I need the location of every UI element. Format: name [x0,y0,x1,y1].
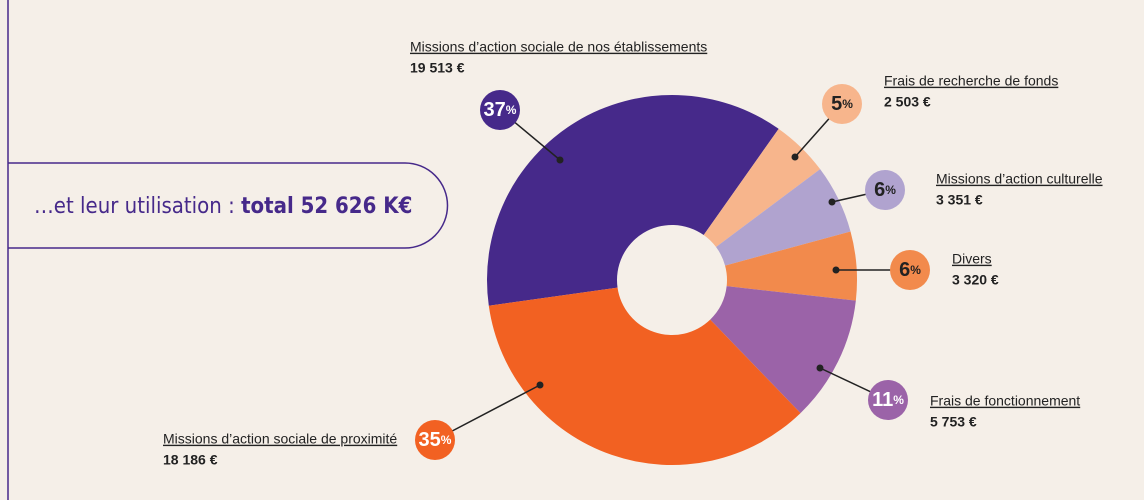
percent-sign: % [842,97,853,111]
donut-slice [725,231,858,301]
percent-value: 11 [872,389,893,411]
amount-label: 2 503 € [884,94,931,110]
title-box [8,162,449,249]
percent-value: 37 [484,99,506,121]
leader-dot [556,156,564,164]
percent-label: 5% [831,93,853,115]
category-label: Divers [952,251,992,267]
category-label: Missions d’action sociale de nos établis… [410,39,707,55]
amount-label: 5 753 € [930,414,977,430]
category-label: Frais de fonctionnement [930,393,1080,409]
title-total: total 52 626 K€ [241,194,412,219]
percent-badge [890,250,930,290]
percent-sign: % [910,263,921,277]
percent-value: 35 [419,429,441,451]
percent-value: 6 [899,259,910,281]
donut-slice [703,128,821,248]
category-label: Missions d’action culturelle [936,171,1103,187]
leader-dot [832,266,840,274]
percent-label: 6% [899,259,921,281]
chart-title: …et leur utilisation : total 52 626 K€ [34,194,412,219]
donut-slice [487,95,779,306]
leader-dot [828,198,836,206]
percent-value: 5 [831,93,842,115]
leader-dot [791,153,799,161]
category-label: Frais de recherche de fonds [884,73,1058,89]
percent-label: 37% [484,99,517,121]
percent-sign: % [885,183,896,197]
donut-slice [488,287,801,465]
percent-sign: % [506,103,517,117]
percent-label: 35% [419,429,452,451]
leader-dot [816,364,824,372]
title-text: …et leur utilisation : [34,194,241,219]
amount-label: 3 320 € [952,272,999,288]
amount-label: 18 186 € [163,452,218,468]
donut-slice [716,169,851,266]
category-label: Missions d’action sociale de proximité [163,431,397,447]
percent-badge [415,420,455,460]
percent-value: 6 [874,179,885,201]
percent-badge [822,84,862,124]
amount-label: 19 513 € [410,60,465,76]
percent-sign: % [441,433,452,447]
percent-sign: % [893,393,904,407]
amount-label: 3 351 € [936,192,983,208]
percent-label: 6% [874,179,896,201]
percent-label: 11% [872,389,904,411]
donut-slice [710,286,856,414]
percent-badge [865,170,905,210]
percent-badge [868,380,908,420]
percent-badge [480,90,520,130]
leader-dot [536,381,544,389]
